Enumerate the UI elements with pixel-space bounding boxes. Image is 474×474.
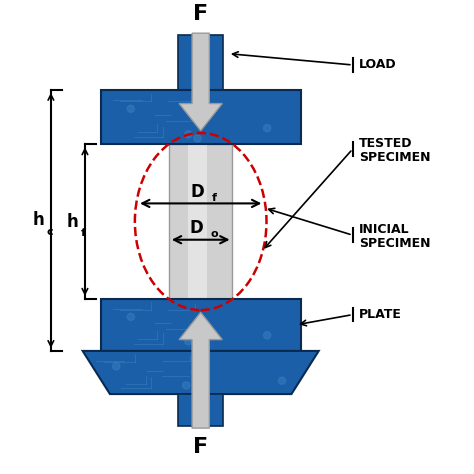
Circle shape bbox=[185, 337, 192, 345]
Bar bbox=[188, 145, 207, 299]
Text: o: o bbox=[210, 229, 219, 239]
Bar bbox=[178, 36, 223, 90]
Bar bbox=[101, 299, 301, 351]
FancyArrow shape bbox=[179, 312, 222, 428]
Text: h: h bbox=[66, 212, 78, 230]
Text: f: f bbox=[211, 192, 217, 202]
Bar bbox=[101, 90, 301, 145]
Circle shape bbox=[264, 125, 271, 132]
Polygon shape bbox=[82, 351, 319, 394]
Circle shape bbox=[127, 105, 135, 112]
Text: F: F bbox=[193, 437, 208, 457]
Text: F: F bbox=[193, 4, 208, 24]
Circle shape bbox=[127, 313, 135, 320]
Bar bbox=[169, 145, 232, 299]
Circle shape bbox=[185, 131, 192, 138]
Text: SPECIMEN: SPECIMEN bbox=[359, 237, 430, 250]
Circle shape bbox=[194, 341, 201, 348]
Bar bbox=[178, 394, 223, 426]
Circle shape bbox=[278, 377, 286, 384]
Text: h: h bbox=[32, 211, 44, 229]
Circle shape bbox=[194, 385, 201, 392]
Circle shape bbox=[264, 332, 271, 339]
Text: LOAD: LOAD bbox=[359, 58, 396, 72]
Circle shape bbox=[182, 382, 190, 389]
Text: D: D bbox=[189, 219, 203, 237]
FancyArrow shape bbox=[179, 33, 222, 131]
Text: INICIAL: INICIAL bbox=[359, 223, 409, 236]
Circle shape bbox=[194, 135, 201, 142]
Text: D: D bbox=[190, 182, 204, 201]
Text: SPECIMEN: SPECIMEN bbox=[359, 151, 430, 164]
Circle shape bbox=[113, 363, 120, 370]
Text: f: f bbox=[81, 228, 85, 238]
Text: TESTED: TESTED bbox=[359, 137, 412, 150]
Text: PLATE: PLATE bbox=[359, 308, 401, 321]
Text: c: c bbox=[46, 227, 53, 237]
